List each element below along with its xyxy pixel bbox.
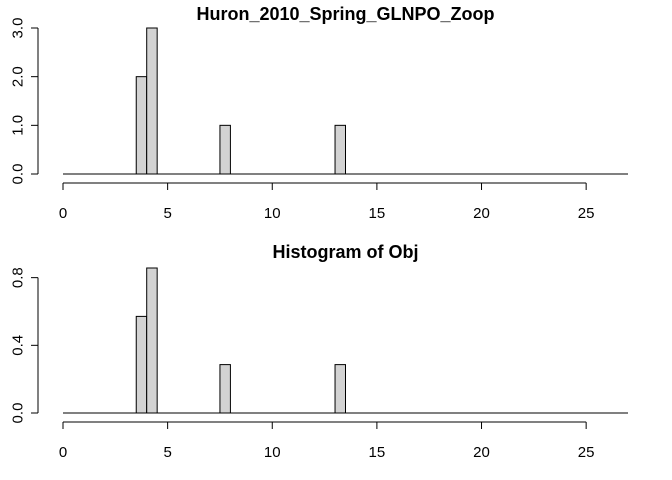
bar-1	[135, 315, 148, 414]
y-tick-label: 0.0	[10, 164, 27, 185]
x-tick-label: 25	[578, 205, 595, 222]
y-tick-label: 0.0	[10, 403, 27, 424]
x-tick-label: 5	[163, 444, 171, 461]
x-tick-label: 10	[264, 444, 281, 461]
bar-3	[219, 124, 231, 175]
y-tick-label: 1.0	[10, 115, 27, 136]
x-tick-label: 0	[59, 205, 67, 222]
chart-title: Histogram of Obj	[272, 242, 418, 262]
y-tick-label: 2.0	[10, 66, 27, 87]
x-tick-label: 25	[578, 444, 595, 461]
bar-4	[334, 124, 347, 175]
bar-2	[146, 267, 158, 414]
x-tick-label: 10	[264, 205, 281, 222]
bar-2	[146, 27, 158, 175]
y-tick-label: 3.0	[10, 18, 27, 39]
x-tick-label: 15	[369, 205, 386, 222]
bar-3	[219, 364, 231, 414]
chart-panel-2: Histogram of Obj 0 5 10 15 20 25 0.0 0.4 0.8	[10, 242, 628, 461]
x-tick-label: 15	[369, 444, 386, 461]
x-tick-label: 20	[473, 205, 490, 222]
x-tick-label: 20	[473, 444, 490, 461]
chart-title: Huron_2010_Spring_GLNPO_Zoop	[196, 4, 494, 24]
chart-panel-1: Huron_2010_Spring_GLNPO_Zoop 0 5 10 15 20 25 0.…	[10, 4, 628, 222]
x-tick-label: 5	[163, 205, 171, 222]
bar-1	[135, 76, 148, 175]
x-tick-label: 0	[59, 444, 67, 461]
bar-4	[334, 364, 347, 414]
y-tick-label: 0.4	[10, 335, 27, 356]
y-tick-label: 0.8	[10, 267, 27, 288]
